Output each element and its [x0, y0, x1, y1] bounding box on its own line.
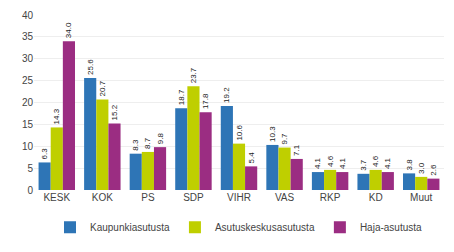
- svg-text:10: 10: [22, 141, 34, 152]
- svg-text:25.6: 25.6: [86, 59, 95, 75]
- svg-text:10.6: 10.6: [235, 125, 244, 141]
- svg-text:4.1: 4.1: [383, 157, 392, 169]
- svg-text:Muut: Muut: [410, 192, 432, 203]
- svg-text:25: 25: [22, 75, 34, 86]
- svg-text:4.1: 4.1: [313, 157, 322, 169]
- svg-text:14.3: 14.3: [52, 108, 61, 124]
- svg-text:4.1: 4.1: [338, 157, 347, 169]
- svg-text:5: 5: [27, 163, 33, 174]
- svg-text:6.3: 6.3: [40, 148, 49, 160]
- svg-text:4.6: 4.6: [371, 155, 380, 167]
- svg-text:10.3: 10.3: [268, 126, 277, 142]
- svg-text:RKP: RKP: [320, 192, 341, 203]
- svg-text:3.0: 3.0: [417, 162, 426, 174]
- svg-text:15: 15: [22, 119, 34, 130]
- svg-text:15.2: 15.2: [110, 104, 119, 120]
- svg-text:VIHR: VIHR: [227, 192, 251, 203]
- svg-text:3.8: 3.8: [405, 159, 414, 171]
- svg-text:Haja-asutusta: Haja-asutusta: [360, 222, 422, 233]
- svg-text:5.4: 5.4: [247, 152, 256, 164]
- svg-text:7.1: 7.1: [292, 144, 301, 156]
- svg-text:8.3: 8.3: [131, 139, 140, 151]
- svg-text:3.7: 3.7: [359, 159, 368, 171]
- svg-text:19.2: 19.2: [222, 87, 231, 103]
- svg-text:0: 0: [27, 185, 33, 196]
- svg-text:VAS: VAS: [275, 192, 295, 203]
- svg-text:40: 40: [22, 10, 34, 21]
- svg-text:Asutuskeskusasutusta: Asutuskeskusasutusta: [215, 222, 315, 233]
- svg-text:KOK: KOK: [92, 192, 113, 203]
- svg-text:PS: PS: [141, 192, 155, 203]
- svg-text:SDP: SDP: [183, 192, 204, 203]
- svg-text:20: 20: [22, 97, 34, 108]
- svg-text:30: 30: [22, 53, 34, 64]
- svg-text:KESK: KESK: [43, 192, 70, 203]
- svg-text:8.7: 8.7: [143, 137, 152, 149]
- svg-text:9.7: 9.7: [280, 133, 289, 145]
- svg-text:34.0: 34.0: [64, 22, 73, 38]
- svg-text:Kaupunkiasutusta: Kaupunkiasutusta: [90, 222, 170, 233]
- svg-text:2.6: 2.6: [429, 164, 438, 176]
- svg-text:23.7: 23.7: [189, 67, 198, 83]
- svg-text:4.6: 4.6: [326, 155, 335, 167]
- svg-text:20.7: 20.7: [98, 80, 107, 96]
- svg-text:KD: KD: [369, 192, 383, 203]
- svg-text:9.8: 9.8: [156, 132, 165, 144]
- svg-text:17.8: 17.8: [201, 93, 210, 109]
- svg-text:35: 35: [22, 31, 34, 42]
- svg-text:18.7: 18.7: [177, 89, 186, 105]
